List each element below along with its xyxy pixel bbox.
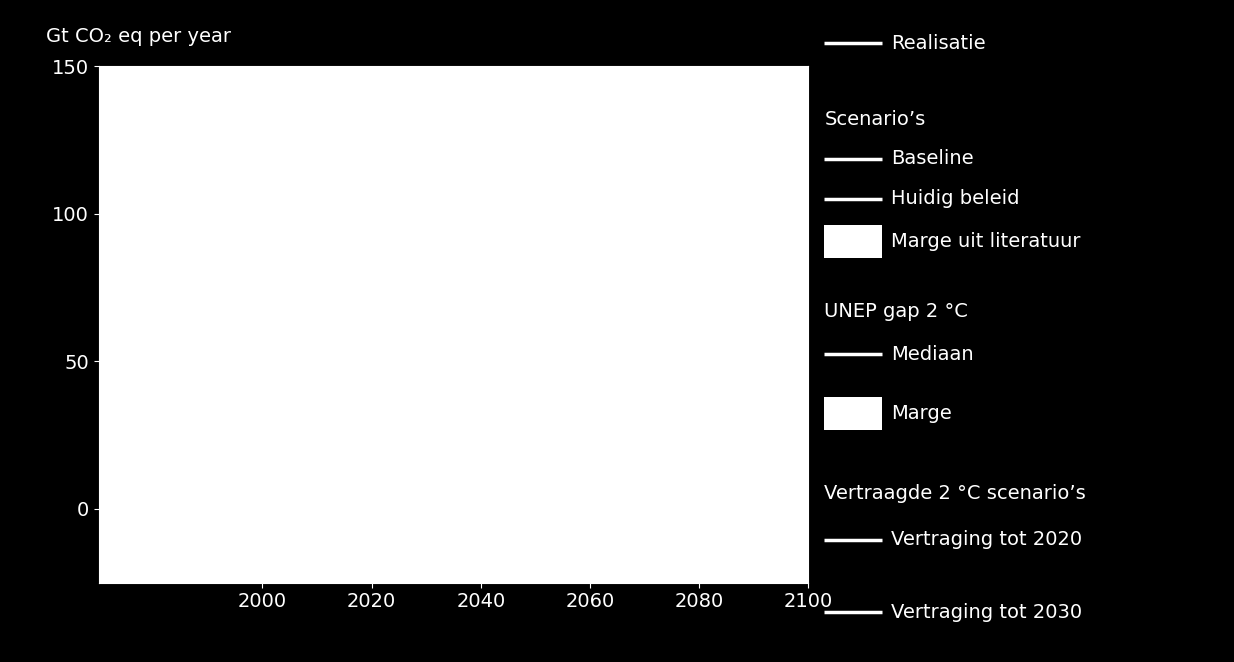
Text: Vertraging tot 2030: Vertraging tot 2030 <box>891 603 1082 622</box>
Text: Realisatie: Realisatie <box>891 34 986 52</box>
Text: Marge uit literatuur: Marge uit literatuur <box>891 232 1081 251</box>
Text: Vertraagde 2 °C scenario’s: Vertraagde 2 °C scenario’s <box>824 484 1086 502</box>
Text: UNEP gap 2 °C: UNEP gap 2 °C <box>824 302 969 320</box>
Text: Baseline: Baseline <box>891 150 974 168</box>
Text: Mediaan: Mediaan <box>891 345 974 363</box>
Text: Huidig beleid: Huidig beleid <box>891 189 1019 208</box>
Text: Gt CO₂ eq per year: Gt CO₂ eq per year <box>46 26 231 46</box>
Text: Marge: Marge <box>891 404 951 423</box>
Text: Vertraging tot 2020: Vertraging tot 2020 <box>891 530 1082 549</box>
Text: Scenario’s: Scenario’s <box>824 110 926 128</box>
